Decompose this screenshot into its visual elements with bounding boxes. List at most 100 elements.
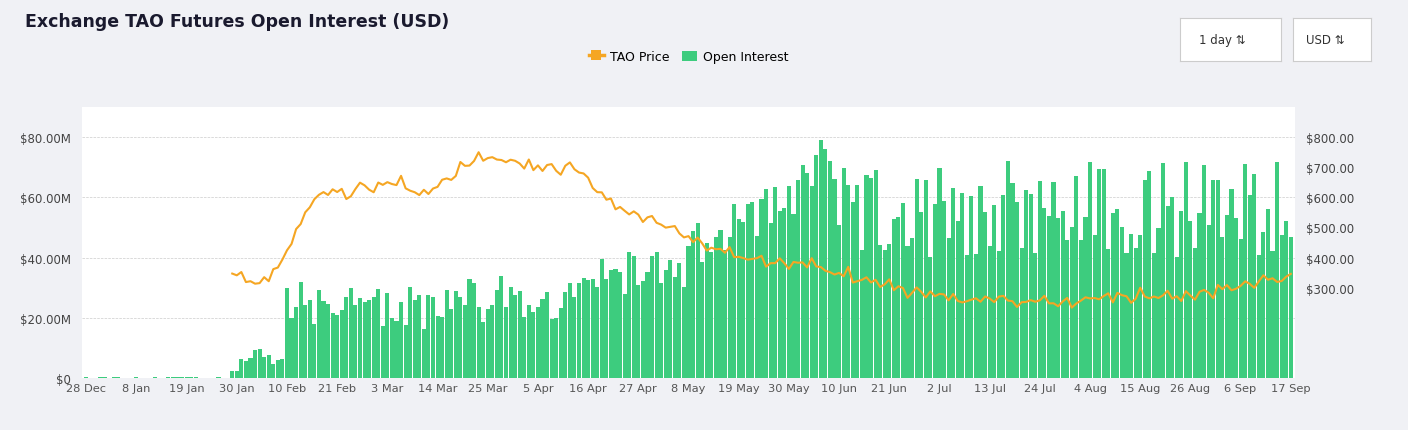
- Bar: [883, 250, 887, 378]
- Bar: [184, 377, 189, 378]
- Bar: [1029, 194, 1033, 378]
- Bar: [687, 246, 690, 378]
- Bar: [755, 237, 759, 378]
- Bar: [422, 329, 427, 378]
- Bar: [327, 304, 329, 378]
- Bar: [467, 280, 472, 378]
- Bar: [284, 289, 289, 378]
- Bar: [1111, 213, 1115, 378]
- Bar: [266, 355, 270, 378]
- Bar: [445, 291, 449, 378]
- Bar: [335, 316, 339, 378]
- Bar: [650, 256, 655, 378]
- Bar: [1288, 237, 1293, 378]
- Bar: [453, 291, 458, 378]
- Bar: [541, 300, 545, 378]
- Bar: [1229, 189, 1233, 378]
- Bar: [956, 221, 960, 378]
- Bar: [262, 357, 266, 378]
- Bar: [718, 230, 722, 378]
- Bar: [522, 317, 527, 378]
- Bar: [549, 319, 553, 378]
- Bar: [1252, 175, 1256, 378]
- Bar: [681, 287, 686, 378]
- Bar: [1042, 208, 1046, 378]
- Bar: [645, 272, 649, 378]
- Bar: [586, 281, 590, 378]
- Bar: [1133, 249, 1138, 378]
- Bar: [627, 252, 631, 378]
- Bar: [1280, 235, 1284, 378]
- Bar: [1257, 255, 1262, 378]
- Bar: [1180, 211, 1183, 378]
- Bar: [1262, 232, 1266, 378]
- Text: Exchange TAO Futures Open Interest (USD): Exchange TAO Futures Open Interest (USD): [25, 13, 449, 31]
- Bar: [194, 377, 197, 378]
- Bar: [394, 321, 398, 378]
- Bar: [1038, 182, 1042, 378]
- Bar: [518, 291, 522, 378]
- Bar: [641, 282, 645, 378]
- Bar: [614, 270, 618, 378]
- Bar: [504, 307, 508, 378]
- Bar: [710, 252, 714, 378]
- Bar: [1174, 258, 1178, 378]
- Bar: [728, 238, 732, 378]
- Bar: [1079, 240, 1083, 378]
- Bar: [663, 270, 667, 378]
- Bar: [869, 179, 873, 378]
- Bar: [860, 250, 865, 378]
- Bar: [362, 302, 366, 378]
- Bar: [879, 246, 883, 378]
- Bar: [855, 186, 859, 378]
- Bar: [358, 298, 362, 378]
- Bar: [1097, 170, 1101, 378]
- Bar: [901, 204, 905, 378]
- Bar: [413, 300, 417, 378]
- Bar: [938, 168, 942, 378]
- Bar: [636, 286, 641, 378]
- Bar: [969, 197, 973, 378]
- Bar: [280, 359, 284, 378]
- Bar: [1184, 163, 1188, 378]
- Bar: [1093, 235, 1097, 378]
- Bar: [1243, 165, 1247, 378]
- Bar: [1152, 254, 1156, 378]
- Text: USD ⇅: USD ⇅: [1307, 34, 1345, 47]
- Bar: [303, 305, 307, 378]
- Text: 1 day ⇅: 1 day ⇅: [1200, 34, 1246, 47]
- Bar: [960, 194, 964, 378]
- Bar: [272, 364, 276, 378]
- Bar: [736, 219, 741, 378]
- Bar: [349, 288, 353, 378]
- Bar: [111, 377, 115, 378]
- Bar: [353, 306, 358, 378]
- Bar: [942, 202, 946, 378]
- Bar: [810, 186, 814, 378]
- Bar: [924, 180, 928, 378]
- Bar: [1211, 181, 1215, 378]
- Bar: [987, 246, 991, 378]
- Bar: [1125, 253, 1129, 378]
- Bar: [582, 278, 586, 378]
- Bar: [408, 288, 413, 378]
- Bar: [577, 283, 582, 378]
- Bar: [459, 298, 462, 378]
- Bar: [632, 256, 636, 378]
- Bar: [1170, 198, 1174, 378]
- Bar: [1266, 210, 1270, 378]
- Bar: [490, 305, 494, 378]
- Bar: [482, 322, 486, 378]
- Bar: [1270, 252, 1274, 378]
- Bar: [1284, 222, 1288, 378]
- Bar: [1033, 253, 1038, 378]
- Bar: [1119, 228, 1124, 378]
- Bar: [805, 174, 810, 378]
- Bar: [1024, 190, 1028, 378]
- Bar: [983, 212, 987, 378]
- Bar: [152, 377, 156, 378]
- Bar: [308, 301, 311, 378]
- Bar: [527, 305, 531, 378]
- Bar: [993, 206, 997, 378]
- Bar: [1048, 217, 1050, 378]
